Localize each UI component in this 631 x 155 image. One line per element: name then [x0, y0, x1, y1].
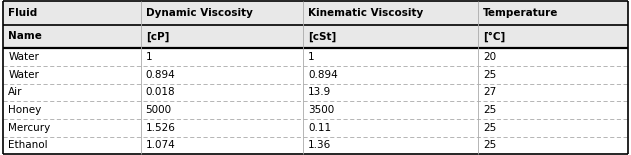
Text: Name: Name: [8, 31, 42, 41]
Text: Fluid: Fluid: [8, 8, 37, 18]
Text: Water: Water: [8, 70, 39, 80]
Text: 25: 25: [483, 105, 496, 115]
Text: 25: 25: [483, 123, 496, 133]
Bar: [3, 66, 628, 84]
Text: 1.526: 1.526: [146, 123, 175, 133]
Bar: [3, 1, 628, 24]
Text: 5000: 5000: [146, 105, 172, 115]
Text: 1.074: 1.074: [146, 140, 175, 150]
Bar: [3, 101, 628, 119]
Text: 27: 27: [483, 87, 496, 97]
Text: 0.11: 0.11: [308, 123, 331, 133]
Text: Air: Air: [8, 87, 23, 97]
Text: [°C]: [°C]: [483, 31, 505, 42]
Text: [cSt]: [cSt]: [308, 31, 336, 42]
Text: Kinematic Viscosity: Kinematic Viscosity: [308, 8, 423, 18]
Text: 0.894: 0.894: [146, 70, 175, 80]
Text: Mercury: Mercury: [8, 123, 50, 133]
Text: 13.9: 13.9: [308, 87, 331, 97]
Text: Water: Water: [8, 52, 39, 62]
Text: 1: 1: [146, 52, 152, 62]
Text: 0.894: 0.894: [308, 70, 338, 80]
Bar: [3, 119, 628, 137]
Text: 25: 25: [483, 70, 496, 80]
Text: Dynamic Viscosity: Dynamic Viscosity: [146, 8, 252, 18]
Text: 1.36: 1.36: [308, 140, 331, 150]
Text: 20: 20: [483, 52, 496, 62]
Text: 3500: 3500: [308, 105, 334, 115]
Bar: [3, 84, 628, 101]
Text: 1: 1: [308, 52, 315, 62]
Text: Honey: Honey: [8, 105, 42, 115]
Text: 0.018: 0.018: [146, 87, 175, 97]
Text: [cP]: [cP]: [146, 31, 169, 42]
Bar: [3, 48, 628, 66]
Text: 25: 25: [483, 140, 496, 150]
Bar: [3, 137, 628, 154]
Text: Ethanol: Ethanol: [8, 140, 48, 150]
Text: Temperature: Temperature: [483, 8, 558, 18]
Bar: [3, 24, 628, 48]
